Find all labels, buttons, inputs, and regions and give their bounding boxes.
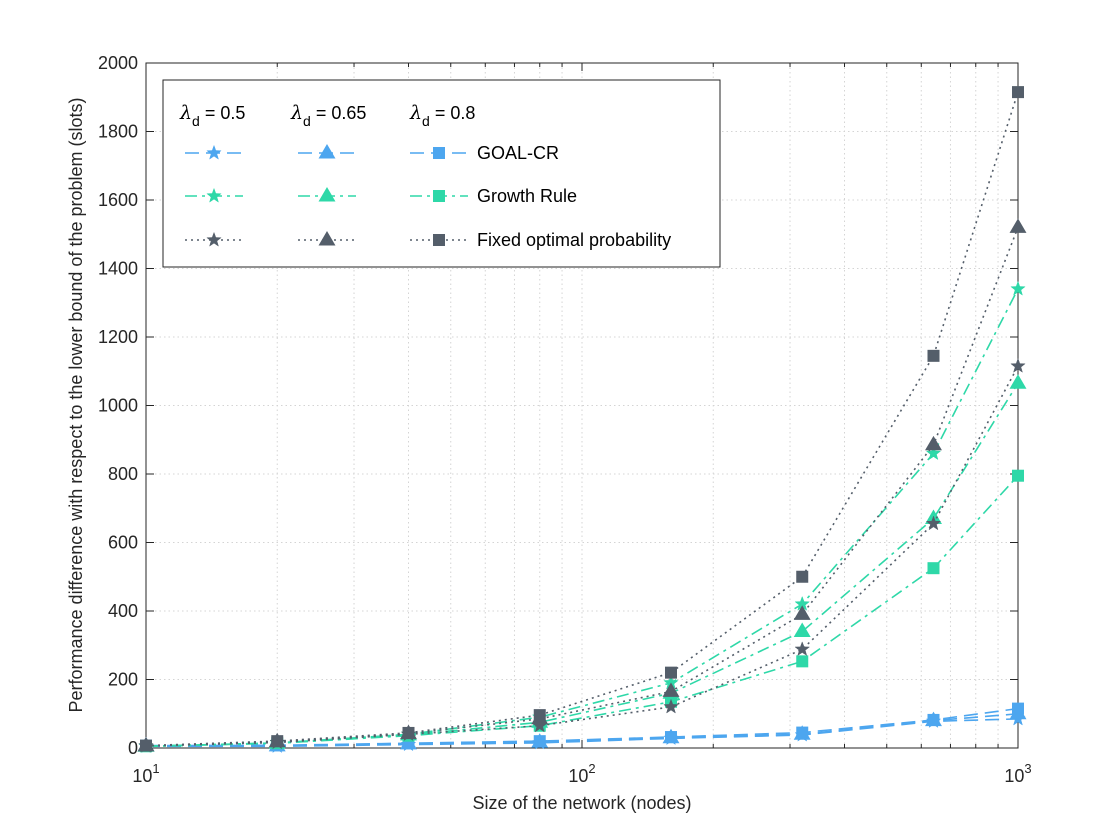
y-tick-label: 400 <box>108 601 138 621</box>
y-tick-label: 1600 <box>98 190 138 210</box>
data-point-square <box>664 731 677 744</box>
legend-lambda-headers: λd = 0.5 λd = 0.65 λd = 0.8 <box>179 102 475 129</box>
y-tick-label: 1400 <box>98 259 138 279</box>
y-axis-label: Performance difference with respect to t… <box>66 98 86 713</box>
y-tick-labels: 0 200 400 600 800 1000 1200 1400 1600 1800 2000 <box>98 53 138 758</box>
legend-labels: GOAL-CR Growth Rule Fixed optimal probabil… <box>477 143 671 250</box>
x-tick-labels: 101 102 103 <box>132 761 1031 786</box>
legend-lambda-header: λd = 0.65 <box>290 102 366 129</box>
legend-samples <box>185 144 468 247</box>
y-tick-label: 1000 <box>98 396 138 416</box>
data-point-triangle <box>662 682 680 697</box>
legend-sample <box>185 144 243 160</box>
data-point-triangle <box>793 622 811 637</box>
series-line <box>145 227 1019 747</box>
legend-sample-marker-star <box>206 187 222 203</box>
data-point-star <box>794 641 811 656</box>
lambda-value: = 0.65 <box>311 103 367 123</box>
x-axis-label: Size of the network (nodes) <box>472 793 691 813</box>
legend-sample-marker-square <box>433 190 445 202</box>
data-point-square <box>1012 702 1024 715</box>
lambda-subscript: d <box>192 113 200 129</box>
series-fixed-optimal-probability-lambda-0-8 <box>140 86 1024 752</box>
data-point-star <box>1010 357 1026 373</box>
legend-sample-marker-square <box>433 147 445 159</box>
legend-lambda-header: λd = 0.5 <box>179 102 245 129</box>
data-point-square <box>796 726 809 739</box>
data-point-square <box>140 739 152 752</box>
data-point-star <box>663 698 679 714</box>
data-point-square <box>1012 469 1024 482</box>
data-point-triangle <box>1009 218 1027 233</box>
x-tick-label: 103 <box>1004 761 1031 786</box>
lambda-value: = 0.8 <box>430 103 476 123</box>
data-point-square <box>533 709 546 722</box>
x-tick-label: 101 <box>132 761 159 786</box>
data-point-square <box>402 726 415 739</box>
legend-label: Growth Rule <box>477 186 577 206</box>
y-tick-label: 600 <box>108 533 138 553</box>
data-point-triangle <box>1009 374 1027 389</box>
data-point-star <box>925 445 942 461</box>
lambda-value: = 0.5 <box>200 103 246 123</box>
y-tick-label: 2000 <box>98 53 138 73</box>
series-layer <box>137 86 1027 753</box>
data-point-triangle <box>793 605 811 620</box>
y-tick-label: 1800 <box>98 122 138 142</box>
lambda-symbol: λ <box>290 102 303 124</box>
lambda-symbol: λ <box>409 102 422 124</box>
y-tick-label: 1200 <box>98 327 138 347</box>
data-point-square <box>1012 86 1024 99</box>
x-tick-exponent: 2 <box>588 761 595 776</box>
data-point-square <box>927 349 940 362</box>
lambda-subscript: d <box>303 113 311 129</box>
y-tick-label: 0 <box>128 738 138 758</box>
legend-sample <box>185 231 243 247</box>
legend-lambda-header: λd = 0.8 <box>409 102 475 129</box>
legend: λd = 0.5 λd = 0.65 λd = 0.8 GOAL-CRGrowth … <box>162 79 721 268</box>
x-tick-exponent: 1 <box>152 761 159 776</box>
legend-label: GOAL-CR <box>477 143 559 163</box>
x-tick-base: 10 <box>132 766 152 786</box>
x-tick-exponent: 3 <box>1024 761 1031 776</box>
legend-sample <box>298 231 356 246</box>
data-point-square <box>927 713 940 726</box>
lambda-subscript: d <box>422 113 430 129</box>
data-point-square <box>927 562 940 575</box>
x-tick-base: 10 <box>1004 766 1024 786</box>
legend-sample-marker-triangle <box>318 187 336 202</box>
data-point-star <box>925 515 942 531</box>
legend-sample <box>410 234 468 246</box>
legend-sample <box>410 147 468 159</box>
data-point-triangle <box>925 435 942 451</box>
legend-sample-marker-star <box>206 144 222 160</box>
series-line <box>145 707 1019 747</box>
legend-sample <box>298 187 356 202</box>
data-point-square <box>796 655 809 668</box>
x-tick-base: 10 <box>568 766 588 786</box>
y-tick-label: 200 <box>108 670 138 690</box>
y-tick-label: 800 <box>108 464 138 484</box>
series-fixed-optimal-probability-lambda-0-5 <box>138 357 1026 753</box>
legend-sample <box>298 144 356 159</box>
legend-label: Fixed optimal probability <box>477 230 671 250</box>
legend-sample <box>410 190 468 202</box>
series-line <box>145 475 1019 748</box>
lambda-symbol: λ <box>179 102 192 124</box>
legend-sample-marker-star <box>206 231 222 247</box>
legend-sample-marker-triangle <box>318 144 336 159</box>
data-point-square <box>664 666 677 679</box>
x-tick-label: 102 <box>568 761 595 786</box>
legend-sample-marker-triangle <box>318 231 336 246</box>
data-point-square <box>271 735 284 748</box>
data-point-square <box>796 570 809 583</box>
legend-sample <box>185 187 243 203</box>
data-point-square <box>533 735 546 748</box>
data-point-star <box>1010 280 1026 296</box>
legend-sample-marker-square <box>433 234 445 246</box>
